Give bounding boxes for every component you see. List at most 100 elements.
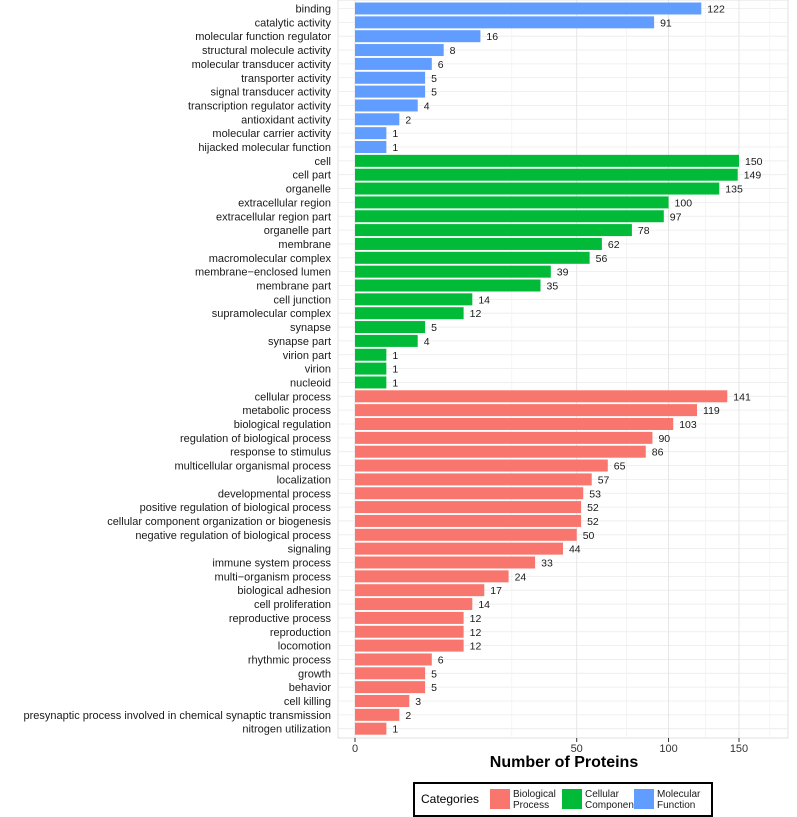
bar xyxy=(355,431,653,444)
category-label: extracellular region part xyxy=(216,211,331,223)
value-label: 5 xyxy=(431,682,437,694)
category-label: developmental process xyxy=(218,488,332,500)
value-label: 86 xyxy=(652,447,664,459)
category-label: virion xyxy=(305,364,331,376)
value-label: 62 xyxy=(608,239,620,251)
category-label: presynaptic process involved in chemical… xyxy=(23,710,331,722)
category-label: metabolic process xyxy=(242,405,331,417)
value-label: 5 xyxy=(431,87,437,99)
bar xyxy=(355,237,602,250)
value-label: 6 xyxy=(438,654,444,666)
category-label: reproductive process xyxy=(229,613,332,625)
value-label: 53 xyxy=(589,488,601,500)
value-label: 16 xyxy=(486,31,498,43)
category-label: cell killing xyxy=(284,696,331,708)
value-label: 24 xyxy=(515,571,527,583)
value-label: 5 xyxy=(431,322,437,334)
bar xyxy=(355,168,738,181)
category-label: nucleoid xyxy=(290,377,331,389)
legend-label: Cellular xyxy=(585,789,620,800)
category-label: membrane xyxy=(278,239,331,251)
value-label: 103 xyxy=(679,419,697,431)
x-tick-label: 0 xyxy=(352,743,358,755)
value-label: 122 xyxy=(707,4,725,16)
category-label: cell part xyxy=(292,170,331,182)
value-label: 14 xyxy=(478,294,490,306)
value-label: 14 xyxy=(478,599,490,611)
bar xyxy=(355,210,664,223)
x-axis: 0 50 100 150 xyxy=(352,738,748,755)
bar xyxy=(355,224,632,237)
bar xyxy=(355,514,582,527)
bar xyxy=(355,265,551,278)
value-label: 149 xyxy=(744,170,762,182)
category-label: behavior xyxy=(289,682,332,694)
value-label: 141 xyxy=(733,391,751,403)
bar xyxy=(355,279,541,292)
bar xyxy=(355,127,387,140)
value-label: 5 xyxy=(431,668,437,680)
value-label: 5 xyxy=(431,73,437,85)
bar xyxy=(355,85,426,98)
category-label: membrane−enclosed lumen xyxy=(195,267,331,279)
bar xyxy=(355,708,400,721)
bar xyxy=(355,570,509,583)
x-tick-label: 100 xyxy=(659,743,677,755)
category-label: synapse part xyxy=(268,336,331,348)
category-label: macromolecular complex xyxy=(209,253,332,265)
category-label: localization xyxy=(277,474,331,486)
value-label: 97 xyxy=(670,211,682,223)
bar xyxy=(355,182,720,195)
x-tick-label: 50 xyxy=(571,743,583,755)
category-label: antioxidant activity xyxy=(241,114,331,126)
bar xyxy=(355,390,728,403)
value-label: 50 xyxy=(583,530,595,542)
category-label: molecular function regulator xyxy=(195,31,331,43)
bar xyxy=(355,556,536,569)
value-label: 12 xyxy=(470,627,482,639)
bar xyxy=(355,722,387,735)
value-label: 65 xyxy=(614,461,626,473)
value-label: 1 xyxy=(392,364,398,376)
bar xyxy=(355,542,563,555)
legend-label: Biological xyxy=(513,789,556,800)
bar xyxy=(355,639,464,652)
category-label: nitrogen utilization xyxy=(242,724,331,736)
value-label: 1 xyxy=(392,142,398,154)
bar xyxy=(355,99,418,112)
value-label: 12 xyxy=(470,308,482,320)
category-label: cell xyxy=(314,156,331,168)
x-axis-title: Number of Proteins xyxy=(490,754,639,771)
category-label: reproduction xyxy=(270,627,331,639)
category-label: biological adhesion xyxy=(237,585,331,597)
legend-label: Function xyxy=(657,800,695,811)
legend-key xyxy=(562,789,582,809)
category-label: membrane part xyxy=(256,281,331,293)
category-label: cellular process xyxy=(255,391,332,403)
value-labels: 1229116865542111501491351009778625639351… xyxy=(392,4,762,736)
bar xyxy=(355,473,592,486)
value-label: 4 xyxy=(424,100,430,112)
category-label: cell junction xyxy=(274,294,331,306)
value-label: 35 xyxy=(546,281,558,293)
legend-label: Process xyxy=(513,800,549,811)
bar xyxy=(355,418,674,430)
bar xyxy=(355,251,590,264)
category-label: extracellular region xyxy=(238,197,331,209)
category-label: molecular transducer activity xyxy=(192,59,332,71)
category-label: locomotion xyxy=(278,641,331,653)
value-label: 2 xyxy=(405,114,411,126)
bar xyxy=(355,681,426,694)
category-label: positive regulation of biological proces… xyxy=(140,502,332,514)
legend-label: Molecular xyxy=(657,789,701,800)
category-label: binding xyxy=(296,4,331,16)
value-label: 90 xyxy=(658,433,670,445)
value-label: 17 xyxy=(490,585,502,597)
bar xyxy=(355,445,646,458)
legend-label: Component xyxy=(585,800,637,811)
value-label: 2 xyxy=(405,710,411,722)
value-label: 6 xyxy=(438,59,444,71)
